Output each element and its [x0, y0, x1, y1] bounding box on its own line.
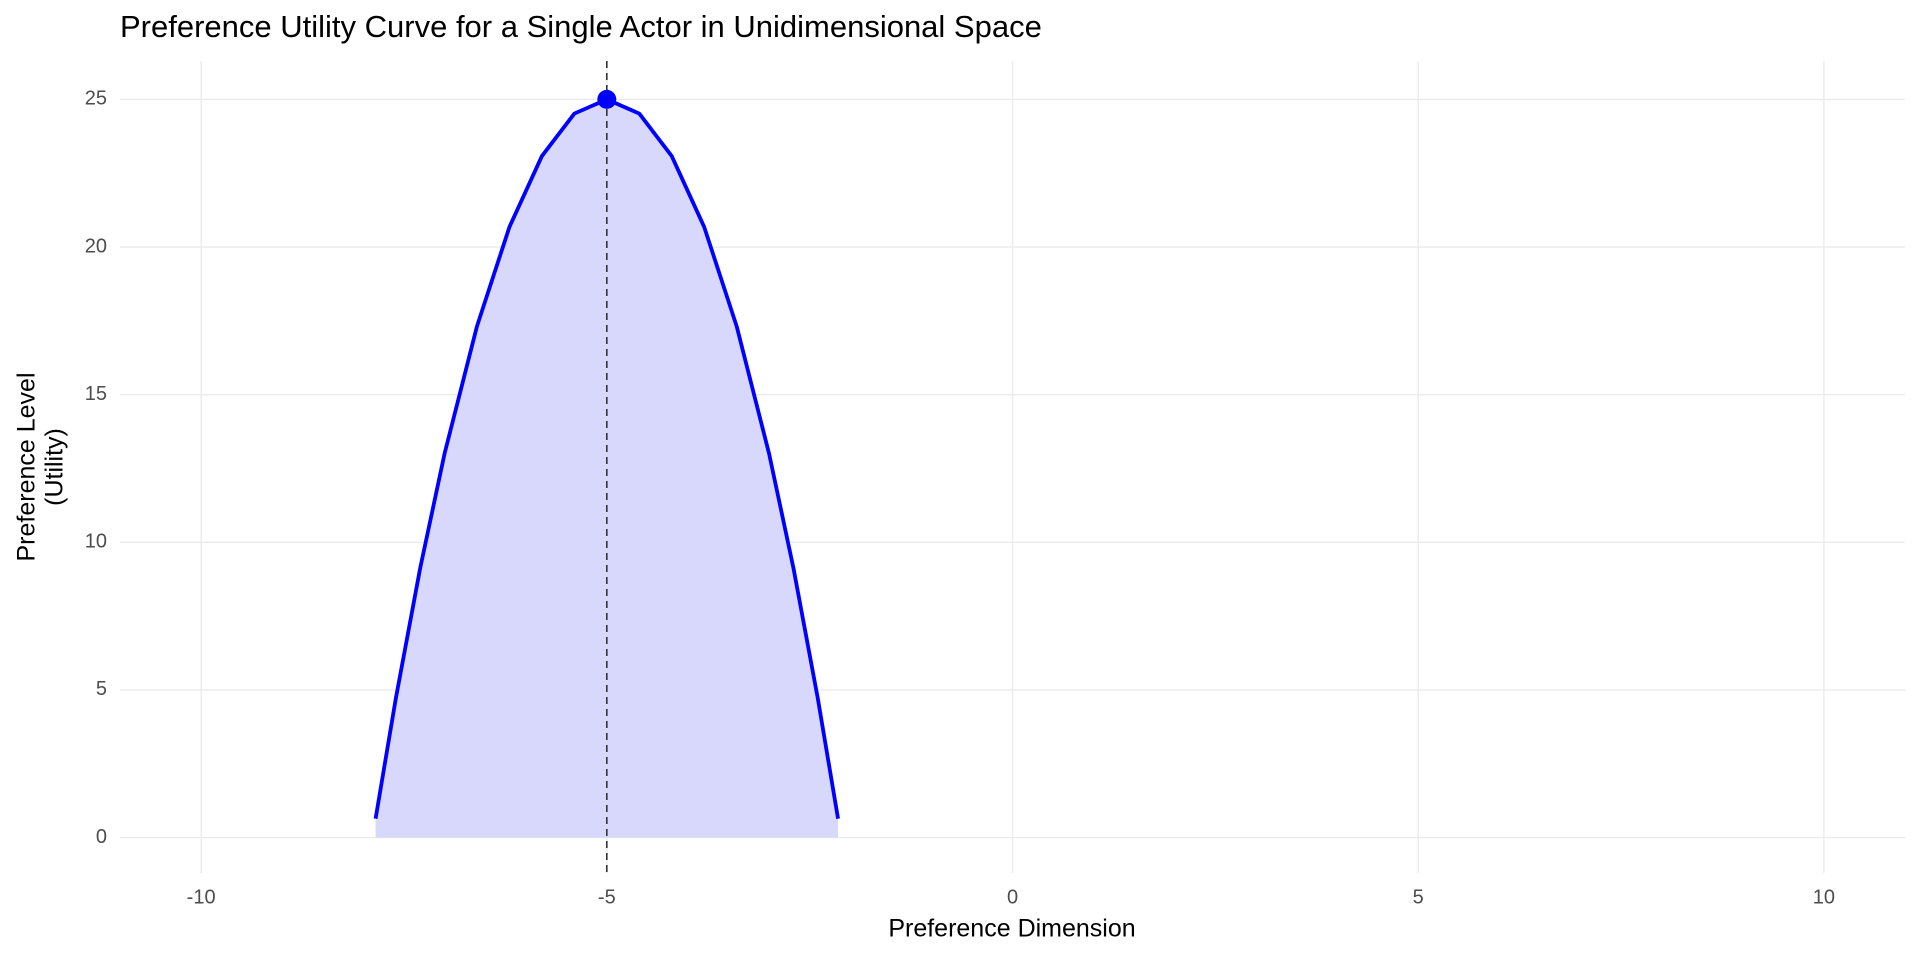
chart-title: Preference Utility Curve for a Single Ac…	[120, 9, 1042, 44]
x-tick-label: 5	[1413, 886, 1424, 908]
y-tick-label: 0	[96, 826, 107, 848]
x-tick-label: 0	[1007, 886, 1018, 908]
x-tick-label: -5	[598, 886, 616, 908]
x-axis-title: Preference Dimension	[888, 915, 1135, 943]
y-axis-title-line: (Utility)	[41, 428, 69, 506]
y-tick-label: 15	[85, 383, 107, 405]
peak-point	[597, 89, 617, 109]
x-tick-label: -10	[187, 886, 216, 908]
y-tick-label: 10	[85, 531, 107, 553]
y-axis-title: Preference Level (Utility)	[13, 372, 69, 561]
y-axis-title-line: Preference Level	[13, 372, 41, 561]
y-tick-label: 25	[85, 88, 107, 110]
x-tick-label: 10	[1813, 886, 1835, 908]
y-tick-label: 5	[96, 678, 107, 700]
y-tick-label: 20	[85, 235, 107, 257]
